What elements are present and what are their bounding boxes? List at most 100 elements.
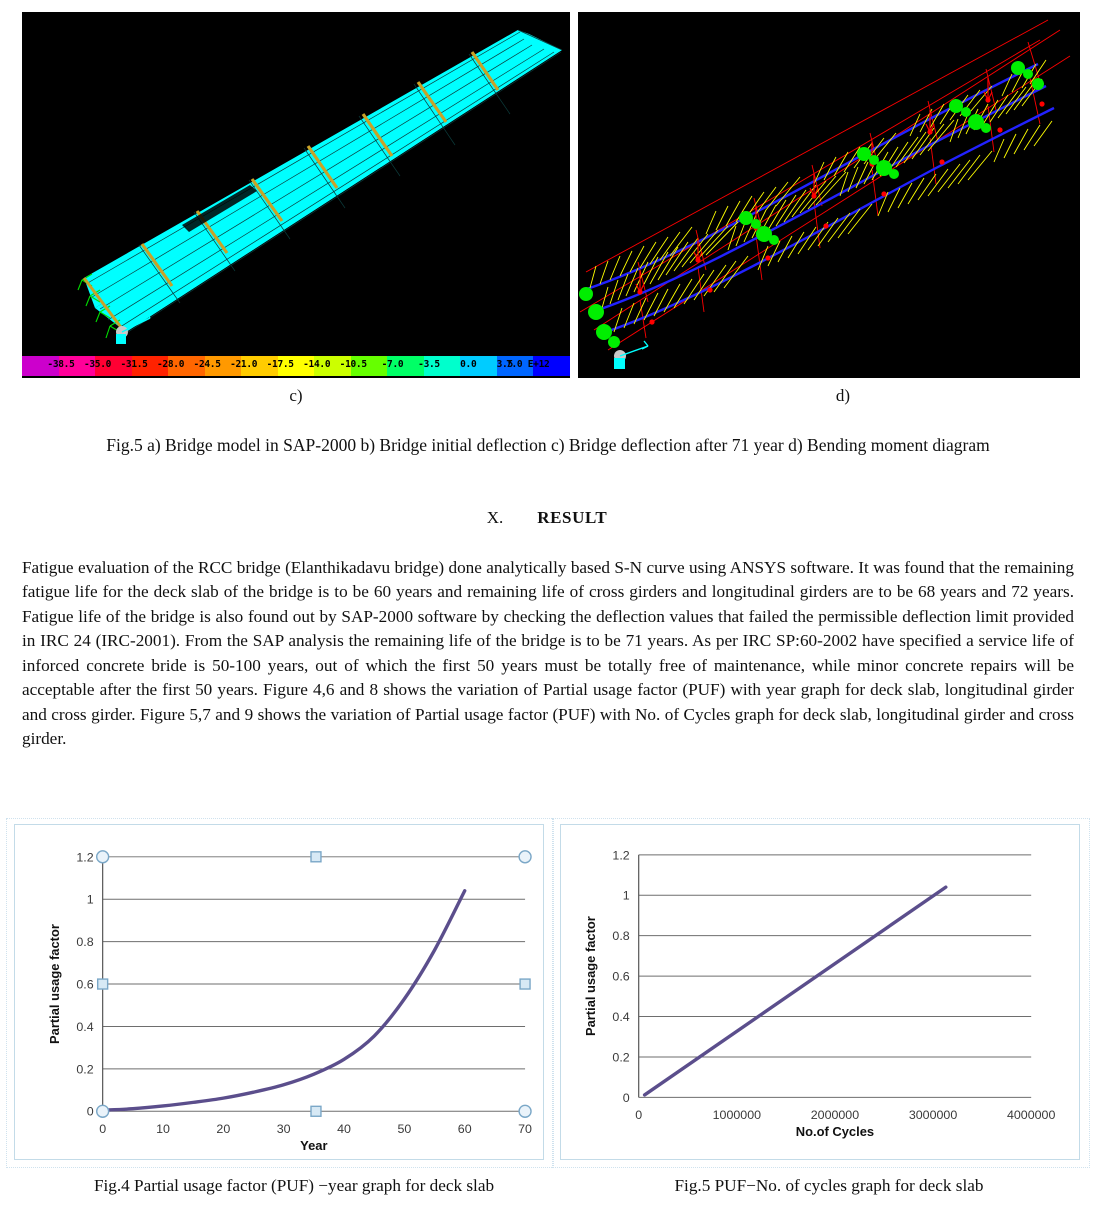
y-tick-label: 1.2 — [612, 848, 629, 862]
deck-mesh-longitudinal — [85, 31, 562, 335]
legend-swatch — [533, 356, 570, 376]
legend-swatch: -38.5 — [22, 356, 75, 376]
chart-resize-handle[interactable] — [96, 978, 109, 990]
cross-girders — [140, 51, 500, 287]
chart-resize-handle[interactable] — [518, 1104, 532, 1118]
legend-tick-label: -38.5 — [47, 359, 75, 370]
chart-resize-handle[interactable] — [95, 1104, 110, 1118]
y-tick-label: 0.2 — [76, 1062, 93, 1076]
figure-5-caption: Fig.5 a) Bridge model in SAP-2000 b) Bri… — [106, 435, 990, 455]
puf-year-chart-svg: 0 0.2 0.4 0.6 0.8 1 1.2 0 10 20 30 40 50 60 70 Year Part… — [15, 825, 543, 1159]
support-girder-edge — [82, 277, 128, 335]
y-tick-label: 1.2 — [76, 850, 93, 864]
legend-tick-label: -31.5 — [120, 359, 148, 370]
legend-tick-label: 0.0 — [460, 359, 477, 370]
bridge-deflection-render — [22, 12, 570, 378]
legend-tick-label: -7.0 — [381, 359, 404, 370]
legend-tick-label: 3.5 — [496, 359, 514, 370]
bending-moment-render — [578, 12, 1080, 378]
sub-label-c: c) — [289, 386, 303, 405]
y-tick-label: 0.6 — [76, 978, 93, 992]
y-axis-title: Partial usage factor — [47, 924, 62, 1044]
legend-swatch: -7.0 — [350, 356, 404, 376]
data-series-line — [642, 885, 948, 1097]
x-tick-label: 4000000 — [1007, 1108, 1056, 1122]
deflection-shadow — [182, 185, 257, 232]
chart-resize-handle[interactable] — [310, 851, 322, 863]
chart-puf-year[interactable]: 0 0.2 0.4 0.6 0.8 1 1.2 0 10 20 30 40 50 60 70 Year Part… — [14, 824, 544, 1160]
x-tick-label: 70 — [518, 1122, 532, 1136]
puf-cycles-chart-svg: 0 0.2 0.4 0.6 0.8 1 1.2 0 1000000 2000000 3000000 4… — [561, 825, 1079, 1159]
chart-puf-cycles[interactable]: 0 0.2 0.4 0.6 0.8 1 1.2 0 1000000 2000000 3000000 4… — [560, 824, 1080, 1160]
legend-swatch: -31.5 — [95, 356, 148, 376]
legend-tick-label: -3.5 — [418, 359, 440, 370]
moment-hatch-lower — [601, 221, 739, 309]
legend-swatch: -3.5 — [387, 356, 440, 376]
chart-captions: Fig.4 Partial usage factor (PUF) −year g… — [0, 1176, 1094, 1208]
y-tick-label: 0.8 — [76, 935, 93, 949]
chart-caption-fig4: Fig.4 Partial usage factor (PUF) −year g… — [93, 1176, 495, 1195]
x-axis-title: Year — [300, 1138, 327, 1153]
result-paragraph: Fatigue evaluation of the RCC bridge (El… — [22, 558, 1074, 748]
data-series-line — [100, 889, 467, 1112]
y-axis-title: Partial usage factor — [583, 916, 598, 1036]
figure-row: -38.5 -35.0 -31.5 -28.0 -24.5 -21.0 -17.5 -14.0… — [0, 0, 1094, 405]
x-tick-label: 50 — [397, 1122, 411, 1136]
axis-triad — [116, 311, 151, 344]
legend-swatch: 0.0 — [423, 356, 477, 376]
y-tick-label: 0 — [623, 1091, 630, 1105]
bending-moment-svg — [578, 12, 1080, 378]
moment-hatch-girder3 — [589, 59, 1047, 289]
chart-resize-handle[interactable] — [518, 850, 532, 864]
legend-swatch: -10.5 — [314, 356, 367, 376]
bridge-deflection-svg — [22, 12, 570, 378]
x-tick-label: 0 — [635, 1108, 642, 1122]
legend-swatch: 3.5 — [460, 356, 513, 376]
chart-resize-handle[interactable] — [519, 978, 531, 990]
charts-row: 0 0.2 0.4 0.6 0.8 1 1.2 0 10 20 30 40 50 60 70 Year Part… — [0, 818, 1094, 1168]
moment-hatch-girder2 — [613, 120, 1053, 333]
section-heading: X. RESULT — [0, 508, 1094, 528]
legend-tick-label: -35.0 — [83, 359, 112, 370]
x-axis-title: No.of Cycles — [796, 1124, 874, 1139]
y-tick-label: 0.4 — [76, 1020, 93, 1034]
x-tick-label: 2000000 — [811, 1108, 860, 1122]
x-tick-label: 40 — [337, 1122, 351, 1136]
legend-swatch: -35.0 — [58, 356, 111, 376]
x-tick-label: 30 — [277, 1122, 291, 1136]
legend-swatch: -24.5 — [168, 356, 221, 376]
legend-tick-label: -14.0 — [303, 359, 331, 370]
legend-tick-label: -28.0 — [157, 359, 185, 370]
legend-swatch: -21.0 — [204, 356, 257, 376]
y-tick-label: 1 — [87, 893, 94, 907]
legend-tick-label: -24.5 — [193, 359, 221, 370]
x-tick-label: 1000000 — [713, 1108, 762, 1122]
legend-swatch: -17.5 — [241, 356, 294, 376]
axis-triad — [614, 340, 649, 369]
section-number: X. — [486, 508, 504, 527]
chart-resize-handle[interactable] — [310, 1105, 322, 1117]
support-restraints — [579, 61, 1044, 348]
x-tick-label: 3000000 — [909, 1108, 958, 1122]
legend-tick-label: 7.0 E+12 — [506, 359, 550, 370]
y-tick-label: 0 — [87, 1105, 94, 1119]
y-tick-label: 0.2 — [612, 1050, 629, 1064]
x-tick-label: 0 — [99, 1122, 106, 1136]
y-tick-label: 0.4 — [612, 1010, 629, 1024]
x-tick-label: 10 — [156, 1122, 170, 1136]
y-tick-label: 0.6 — [612, 970, 629, 984]
x-tick-label: 20 — [216, 1122, 230, 1136]
legend-swatch: -28.0 — [131, 356, 184, 376]
legend-swatch: -14.0 — [277, 356, 331, 376]
x-tick-label: 60 — [458, 1122, 472, 1136]
deflection-contour-legend: -38.5 -35.0 -31.5 -28.0 -24.5 -21.0 -17.5 -14.0… — [22, 356, 570, 376]
sub-label-d: d) — [835, 386, 851, 405]
legend-tick-label: -10.5 — [339, 359, 367, 370]
legend-tick-label: -21.0 — [230, 359, 258, 370]
chart-resize-handle[interactable] — [95, 850, 110, 864]
y-tick-label: 0.8 — [612, 929, 629, 943]
y-tick-label: 1 — [623, 889, 630, 903]
legend-tick-label: -17.5 — [266, 359, 294, 370]
legend-swatch: 7.0 E+12 — [496, 356, 550, 376]
chart-caption-fig5: Fig.5 PUF−No. of cycles graph for deck s… — [674, 1176, 984, 1195]
